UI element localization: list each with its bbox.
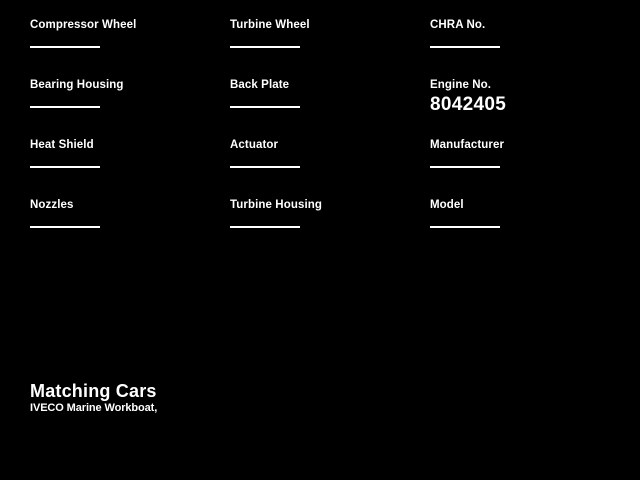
spec-field-nozzles[interactable]: Nozzles bbox=[30, 192, 230, 252]
field-rule bbox=[430, 226, 500, 228]
field-rule bbox=[30, 166, 100, 168]
field-rule bbox=[30, 226, 100, 228]
matching-cars-section: Matching Cars IVECO Marine Workboat, bbox=[30, 381, 430, 415]
field-rule bbox=[30, 46, 100, 48]
field-rule bbox=[230, 46, 300, 48]
field-label: Manufacturer bbox=[430, 139, 505, 151]
spec-field-heat-shield[interactable]: Heat Shield bbox=[30, 132, 230, 192]
field-rule bbox=[430, 46, 500, 48]
field-label: Turbine Housing bbox=[230, 199, 323, 211]
spec-field-compressor-wheel[interactable]: Compressor Wheel bbox=[30, 12, 230, 72]
field-label: Model bbox=[430, 199, 464, 211]
spec-field-turbine-housing[interactable]: Turbine Housing bbox=[230, 192, 430, 252]
spec-field-bearing-housing[interactable]: Bearing Housing bbox=[30, 72, 230, 132]
field-label: Actuator bbox=[230, 139, 279, 151]
spec-field-model[interactable]: Model bbox=[430, 192, 610, 252]
field-label: Engine No. bbox=[430, 79, 492, 91]
field-label: CHRA No. bbox=[430, 19, 486, 31]
field-label: Heat Shield bbox=[30, 139, 94, 151]
spec-field-chra-no[interactable]: CHRA No. bbox=[430, 12, 610, 72]
field-rule bbox=[230, 166, 300, 168]
spec-field-actuator[interactable]: Actuator bbox=[230, 132, 430, 192]
matching-cars-title: Matching Cars bbox=[30, 381, 157, 401]
field-label: Back Plate bbox=[230, 79, 290, 91]
spec-field-grid: Compressor Wheel Turbine Wheel CHRA No. … bbox=[30, 12, 610, 252]
field-rule bbox=[30, 106, 100, 108]
field-label: Nozzles bbox=[30, 199, 74, 211]
field-label: Bearing Housing bbox=[30, 79, 124, 91]
field-label: Compressor Wheel bbox=[30, 19, 137, 31]
field-rule bbox=[430, 166, 500, 168]
field-label: Turbine Wheel bbox=[230, 19, 310, 31]
field-value: 8042405 bbox=[430, 94, 507, 115]
field-rule bbox=[230, 106, 300, 108]
spec-field-back-plate[interactable]: Back Plate bbox=[230, 72, 430, 132]
spec-field-engine-no[interactable]: Engine No. 8042405 bbox=[430, 72, 610, 132]
spec-field-manufacturer[interactable]: Manufacturer bbox=[430, 132, 610, 192]
spec-field-turbine-wheel[interactable]: Turbine Wheel bbox=[230, 12, 430, 72]
field-rule bbox=[230, 226, 300, 228]
matching-cars-entry: IVECO Marine Workboat, bbox=[30, 402, 158, 414]
